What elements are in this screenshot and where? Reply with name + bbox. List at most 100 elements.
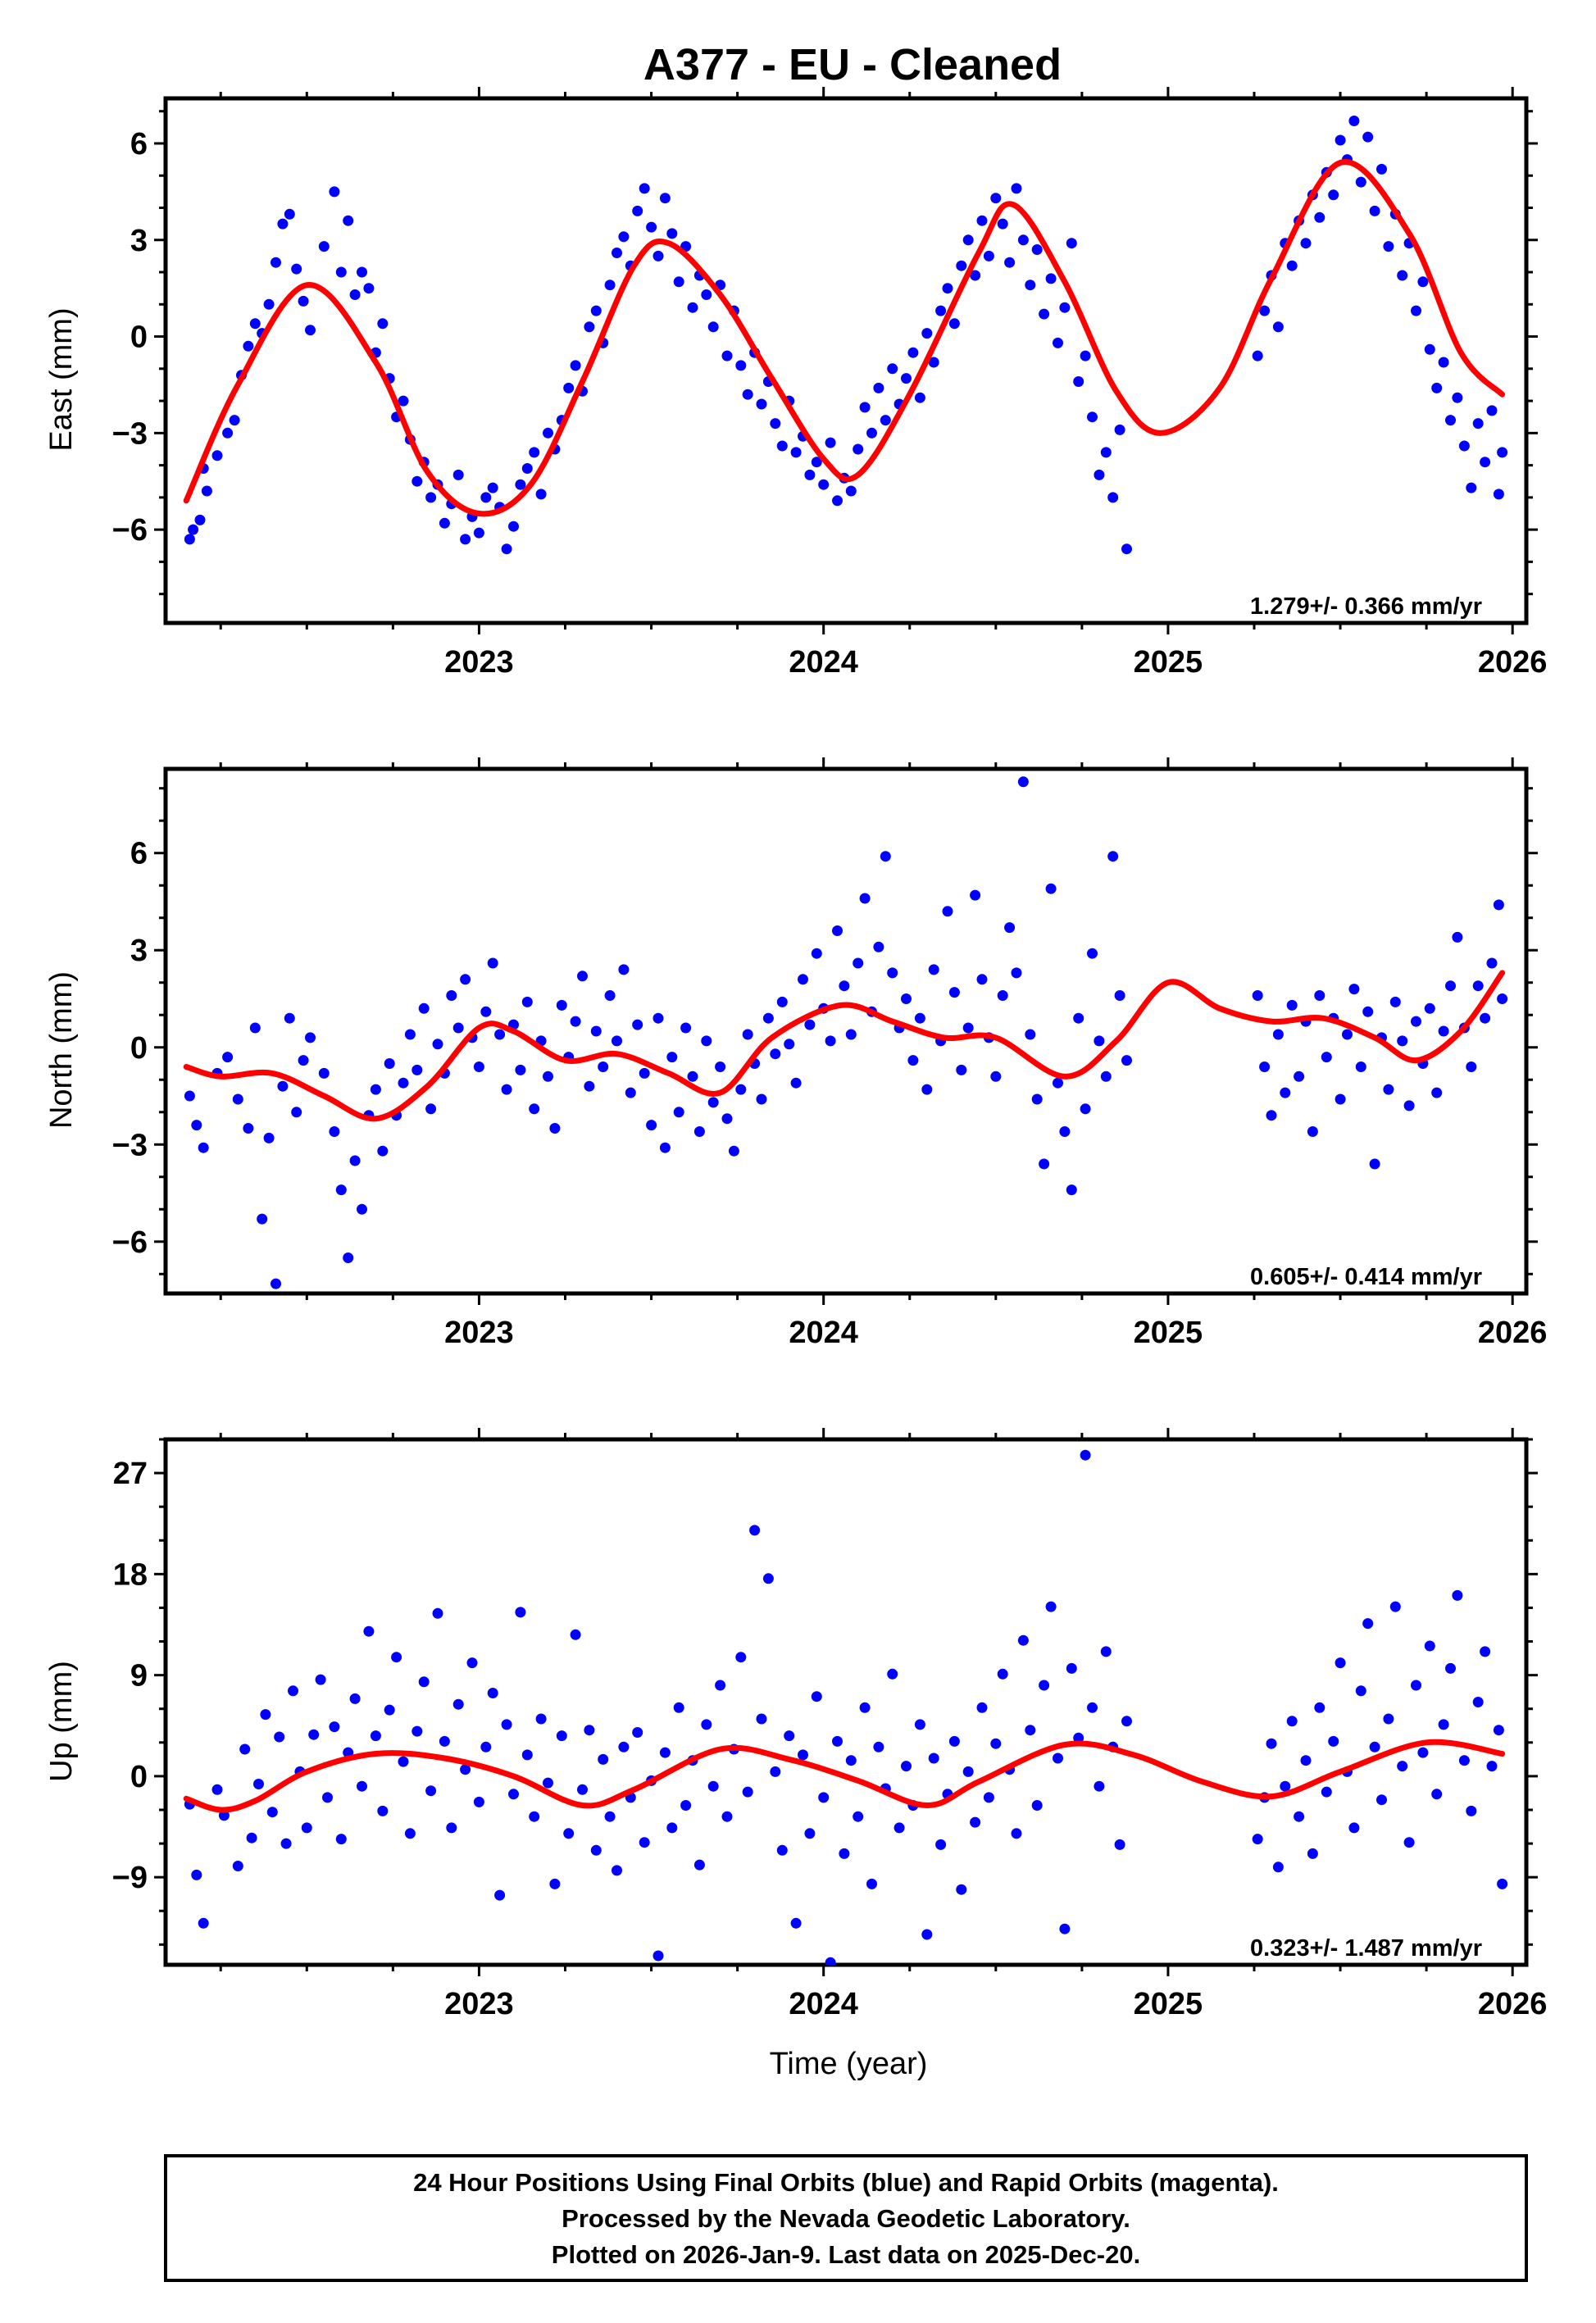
up-data-point <box>804 1828 816 1839</box>
east-data-point <box>184 534 195 545</box>
north-data-point <box>1017 776 1029 788</box>
north-data-point <box>384 1058 395 1069</box>
up-data-point <box>584 1725 595 1736</box>
east-data-point <box>1272 321 1284 333</box>
up-data-point <box>466 1657 478 1669</box>
up-data-point <box>452 1698 464 1710</box>
north-data-point <box>243 1123 254 1134</box>
east-data-point <box>673 276 684 288</box>
north-data-point <box>901 993 912 1004</box>
east-data-point <box>412 475 423 487</box>
east-data-point <box>1039 308 1050 320</box>
north-data-point <box>735 1084 747 1095</box>
east-data-point <box>666 228 678 239</box>
east-data-point <box>1486 405 1498 416</box>
up-data-point <box>976 1702 988 1713</box>
up-data-point <box>246 1832 257 1843</box>
north-data-point <box>418 1002 430 1014</box>
north-data-point <box>556 999 567 1011</box>
east-data-point <box>901 373 912 384</box>
east-data-point <box>357 266 367 278</box>
up-data-point <box>839 1848 850 1859</box>
east-data-point <box>1376 163 1387 175</box>
east-data-point <box>1080 350 1091 361</box>
up-data-point <box>1431 1789 1443 1800</box>
east-data-point <box>1100 447 1112 458</box>
up-data-point <box>735 1652 747 1663</box>
east-data-point <box>997 218 1008 230</box>
up-data-point <box>529 1811 540 1822</box>
east-data-point <box>618 231 630 243</box>
east-data-point <box>543 427 553 439</box>
east-data-point <box>914 392 925 403</box>
legend-line-plotted: Plotted on 2026-Jan-9. Last data on 2025… <box>552 2240 1140 2269</box>
up-x-tick-label: 2023 <box>444 1987 514 2021</box>
up-data-point <box>693 1859 705 1871</box>
east-data-point <box>452 469 464 480</box>
north-data-point <box>687 1071 698 1082</box>
east-data-point <box>1025 280 1036 291</box>
east-data-point <box>646 221 657 233</box>
north-data-point <box>521 996 533 1007</box>
up-data-point <box>494 1889 506 1901</box>
north-data-point <box>515 1064 526 1075</box>
up-data-point <box>570 1629 581 1640</box>
north-x-tick-label: 2025 <box>1134 1316 1203 1350</box>
north-data-point <box>1045 883 1057 894</box>
north-data-point <box>1039 1158 1050 1170</box>
up-data-point <box>762 1573 774 1584</box>
north-data-point <box>1431 1087 1443 1098</box>
east-data-point <box>377 318 389 330</box>
east-x-tick-label: 2025 <box>1134 645 1203 680</box>
up-data-point <box>274 1731 285 1743</box>
up-data-point <box>715 1680 726 1691</box>
north-x-tick-label: 2026 <box>1478 1316 1548 1350</box>
north-data-point <box>473 1061 484 1072</box>
north-data-point <box>1424 1002 1435 1014</box>
up-data-point <box>1486 1761 1498 1772</box>
east-data-point <box>1259 305 1271 316</box>
north-data-point <box>970 889 981 901</box>
up-data-point <box>329 1721 340 1733</box>
up-data-point <box>680 1800 692 1811</box>
north-data-point <box>1286 999 1298 1011</box>
east-data-point <box>1431 382 1443 393</box>
up-data-point <box>935 1839 947 1850</box>
up-data-point <box>1417 1747 1429 1758</box>
north-data-point <box>1266 1110 1277 1121</box>
north-data-point <box>887 967 898 979</box>
east-data-point <box>1480 457 1491 468</box>
up-data-point <box>308 1729 320 1740</box>
up-data-point <box>1252 1834 1263 1845</box>
north-data-point <box>329 1126 340 1137</box>
east-y-tick-label: −6 <box>112 513 148 548</box>
east-data-point <box>659 193 671 204</box>
north-data-point <box>590 1025 602 1037</box>
north-data-point <box>1107 851 1119 862</box>
up-data-point <box>1100 1646 1112 1657</box>
up-data-point <box>363 1625 375 1637</box>
north-data-point <box>232 1093 243 1105</box>
north-data-point <box>762 1012 774 1024</box>
up-y-axis-label: Up (mm) <box>44 1661 79 1782</box>
east-data-point <box>942 283 953 294</box>
east-data-point <box>845 485 857 497</box>
up-data-point <box>893 1822 905 1834</box>
east-data-point <box>1066 238 1077 249</box>
legend-frame <box>164 2154 1528 2282</box>
east-y-tick-label: −3 <box>112 416 148 451</box>
north-data-point <box>584 1080 595 1092</box>
up-data-point <box>756 1713 767 1725</box>
north-data-point <box>1362 1006 1374 1017</box>
north-data-point <box>1066 1184 1077 1196</box>
east-data-point <box>701 289 712 300</box>
north-data-point <box>257 1213 268 1225</box>
east-data-point <box>880 415 891 426</box>
north-data-point <box>1059 1126 1071 1137</box>
east-data-point <box>873 382 884 393</box>
east-data-point <box>1369 205 1380 216</box>
east-data-point <box>976 215 988 226</box>
up-data-point <box>322 1792 333 1803</box>
up-data-point <box>391 1652 402 1663</box>
